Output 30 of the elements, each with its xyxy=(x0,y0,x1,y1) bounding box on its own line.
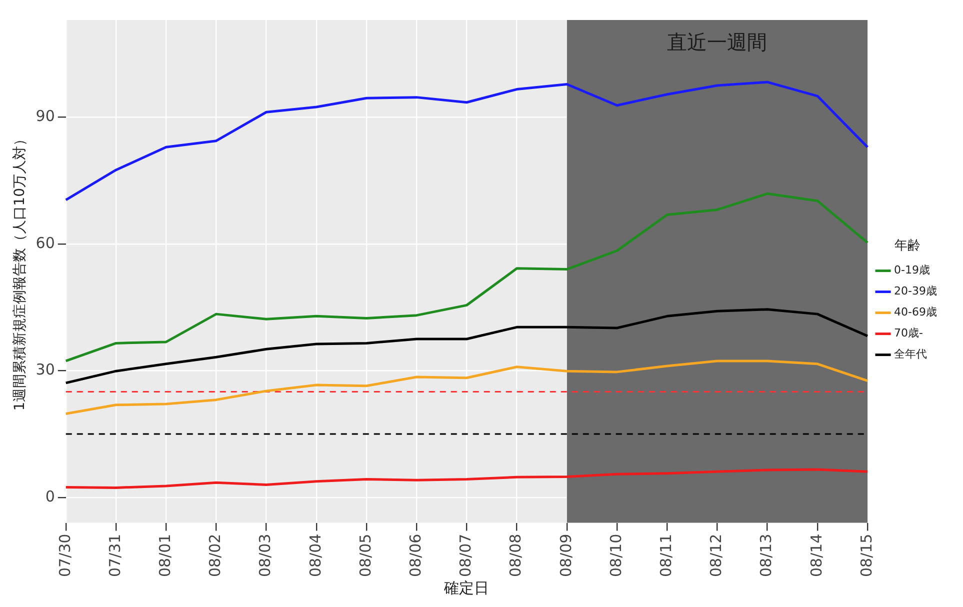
y-tick-label: 60 xyxy=(36,234,55,252)
y-tick-label: 30 xyxy=(36,360,55,379)
x-tick-label: 07/31 xyxy=(106,534,124,578)
legend-title: 年齢 xyxy=(894,238,920,254)
x-tick-label: 08/08 xyxy=(506,534,525,578)
legend-label: 0-19歳 xyxy=(894,264,930,277)
x-tick-label: 08/04 xyxy=(306,534,324,578)
y-axis-title: 1週間累積新規症例報告数（人口10万人対） xyxy=(12,132,28,411)
x-tick-label: 08/01 xyxy=(156,534,174,578)
x-tick-label: 08/14 xyxy=(807,534,826,578)
x-tick-label: 08/05 xyxy=(356,534,374,578)
x-tick-label: 07/30 xyxy=(56,534,74,578)
x-tick-label: 08/06 xyxy=(406,534,424,578)
x-tick-label: 08/15 xyxy=(857,534,876,578)
band-label: 直近一週間 xyxy=(667,30,768,54)
y-tick-label: 0 xyxy=(45,487,55,506)
x-tick-label: 08/10 xyxy=(606,534,625,578)
legend-label: 全年代 xyxy=(894,348,928,361)
x-tick-label: 08/02 xyxy=(206,534,224,578)
x-tick-label: 08/09 xyxy=(556,534,575,578)
x-tick-label: 08/13 xyxy=(757,534,776,578)
y-tick-label: 90 xyxy=(36,107,55,126)
x-axis-title: 確定日 xyxy=(443,578,490,597)
x-tick-label: 08/03 xyxy=(256,534,274,578)
x-tick-label: 08/11 xyxy=(657,534,676,578)
legend-label: 20-39歳 xyxy=(894,284,938,298)
legend-label: 70歳- xyxy=(894,326,924,340)
x-tick-label: 08/07 xyxy=(456,534,475,578)
legend-label: 40-69歳 xyxy=(894,306,938,319)
x-tick-label: 08/12 xyxy=(707,534,726,578)
